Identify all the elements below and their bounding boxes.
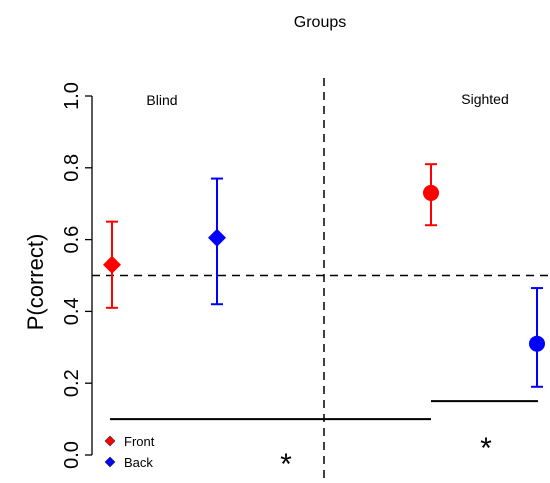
significance-markers: * * xyxy=(110,400,538,481)
y-tick-label: 0.0 xyxy=(61,441,83,469)
y-tick-label: 0.2 xyxy=(61,369,83,397)
y-axis-label: P(correct) xyxy=(23,234,48,331)
circle-marker xyxy=(423,184,439,201)
y-axis: 0.0 0.2 0.4 0.6 0.8 1.0 xyxy=(61,82,93,469)
chart-title: Groups xyxy=(294,14,346,31)
significance-star: * xyxy=(280,448,292,481)
point-sighted-front xyxy=(423,163,439,227)
group-label-blind: Blind xyxy=(146,92,177,108)
group-label-sighted: Sighted xyxy=(461,91,508,107)
y-tick-label: 1.0 xyxy=(61,82,83,110)
significance-star: * xyxy=(480,432,492,465)
point-blind-back xyxy=(208,177,226,306)
legend-diamond-icon xyxy=(104,456,116,468)
data-points xyxy=(103,163,545,388)
legend-label: Front xyxy=(124,434,155,449)
legend-item-back: Back xyxy=(104,455,153,470)
diamond-marker xyxy=(103,255,121,274)
point-sighted-back xyxy=(529,287,545,388)
y-tick-label: 0.4 xyxy=(61,297,83,325)
legend-label: Back xyxy=(124,455,153,470)
reference-lines xyxy=(92,78,548,480)
legend: Front Back xyxy=(104,434,155,470)
circle-marker xyxy=(529,335,545,352)
y-tick-label: 0.6 xyxy=(61,226,83,254)
legend-diamond-icon xyxy=(104,435,116,447)
diamond-marker xyxy=(208,228,226,247)
y-tick-label: 0.8 xyxy=(61,154,83,182)
legend-item-front: Front xyxy=(104,434,155,449)
point-blind-front xyxy=(103,220,121,309)
